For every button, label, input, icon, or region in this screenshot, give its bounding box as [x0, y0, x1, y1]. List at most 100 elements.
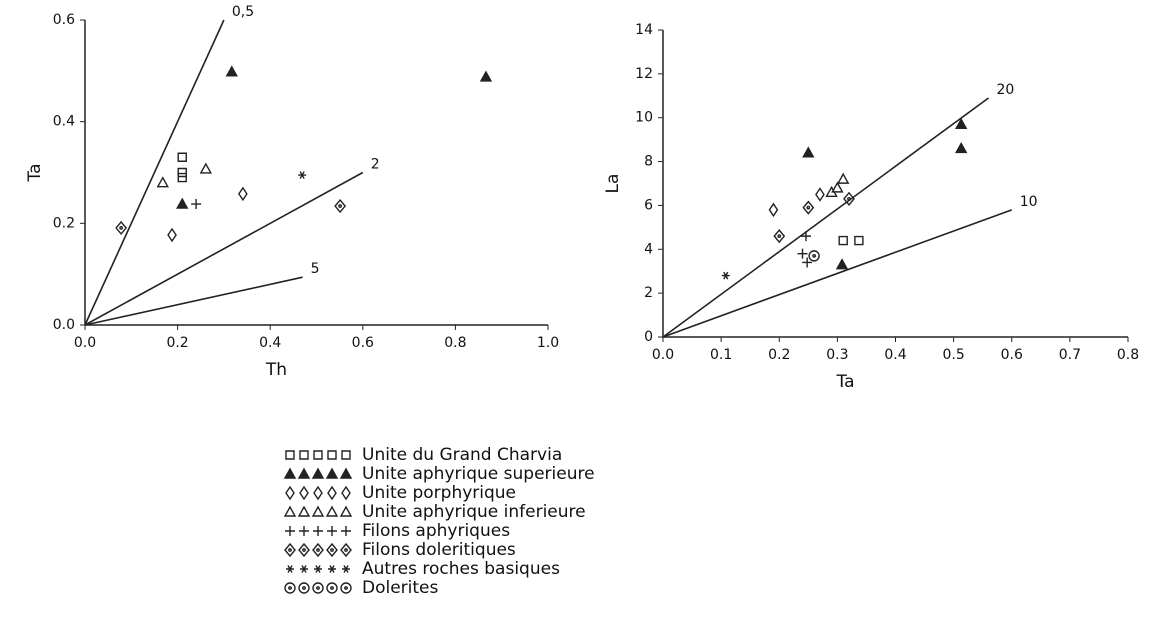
- legend-marker: [327, 485, 337, 501]
- legend-marker: [325, 467, 339, 479]
- y-tick-label: 0.0: [53, 317, 75, 333]
- legend-marker: [340, 582, 352, 594]
- legend-label: Unite aphyrique superieure: [362, 464, 595, 484]
- point: [721, 271, 730, 280]
- legend-marker: [298, 542, 310, 558]
- legend-marker: [341, 526, 351, 536]
- point: [167, 227, 177, 243]
- y-tick-label: 8: [644, 154, 653, 170]
- point: [334, 198, 347, 214]
- y-tick-label: 12: [635, 66, 653, 82]
- reference-line: [84, 276, 303, 326]
- point: [177, 172, 187, 183]
- legend-label: Unite du Grand Charvia: [362, 445, 562, 465]
- point: [800, 231, 811, 242]
- legend-marker: [313, 526, 323, 536]
- point: [836, 172, 850, 184]
- legend-marker: [312, 542, 324, 558]
- point: [238, 186, 248, 202]
- legend-label: Filons aphyriques: [362, 521, 510, 541]
- x-tick-label: 0.7: [1059, 347, 1081, 363]
- legend-marker: [284, 542, 296, 558]
- legend-marker: [299, 450, 309, 460]
- legend-marker: [328, 565, 336, 573]
- reference-line-label: 0,5: [232, 4, 254, 20]
- point: [176, 197, 189, 209]
- point: [815, 187, 825, 202]
- reference-line-label: 2: [371, 157, 380, 173]
- legend-marker: [285, 526, 295, 536]
- legend-marker: [313, 450, 323, 460]
- legend-marker: [313, 485, 323, 501]
- legend-marker: [286, 565, 294, 573]
- point: [954, 141, 968, 154]
- legend-marker: [326, 542, 338, 558]
- x-tick-label: 0.3: [826, 347, 848, 363]
- x-tick-label: 0.6: [1001, 347, 1023, 363]
- legend-marker: [339, 505, 353, 517]
- legend-marker: [311, 505, 325, 517]
- reference-line: [84, 19, 225, 326]
- point: [843, 191, 855, 206]
- x-tick-label: 0.2: [768, 347, 790, 363]
- reference-line: [662, 97, 989, 338]
- point: [115, 220, 128, 236]
- y-tick-label: 6: [644, 197, 653, 213]
- x-tick-label: 0.4: [259, 335, 281, 351]
- point: [225, 65, 238, 77]
- legend-label: Autres roches basiques: [362, 559, 560, 579]
- y-tick-label: 2: [644, 285, 653, 301]
- reference-line-label: 20: [997, 82, 1015, 98]
- x-tick-label: 1.0: [537, 335, 559, 351]
- legend-marker: [284, 582, 296, 594]
- y-tick-label: 0.4: [53, 114, 75, 130]
- y-tick-label: 10: [635, 110, 653, 126]
- y-axis-label: Ta: [25, 164, 45, 183]
- point: [479, 70, 493, 82]
- point: [838, 235, 848, 246]
- legend-label: Unite porphyrique: [362, 483, 516, 503]
- point: [954, 117, 968, 129]
- legend-marker: [297, 467, 311, 479]
- legend-marker: [300, 565, 308, 573]
- legend-marker: [283, 467, 297, 479]
- x-axis-label: Th: [265, 360, 287, 380]
- reference-line-label: 10: [1020, 194, 1038, 210]
- x-tick-label: 0.0: [652, 347, 674, 363]
- y-tick-label: 0.6: [53, 12, 75, 28]
- point: [191, 199, 202, 210]
- point: [773, 229, 786, 244]
- x-tick-label: 0.0: [74, 335, 96, 351]
- point: [797, 248, 808, 259]
- legend-marker: [311, 467, 325, 479]
- legend-marker: [341, 485, 351, 501]
- legend-marker: [314, 565, 322, 573]
- legend-marker: [326, 582, 338, 594]
- point: [298, 171, 307, 179]
- point: [199, 162, 213, 174]
- x-tick-label: 0.2: [166, 335, 188, 351]
- legend-marker: [325, 505, 339, 517]
- legend-label: Filons doleritiques: [362, 540, 516, 560]
- point: [854, 235, 864, 246]
- legend-marker: [339, 467, 353, 479]
- point: [835, 258, 849, 270]
- point: [802, 146, 815, 158]
- legend-marker: [299, 485, 309, 501]
- legend-marker: [342, 565, 350, 573]
- point: [177, 152, 187, 162]
- legend-marker: [327, 450, 337, 460]
- point: [768, 202, 779, 218]
- legend-label: Dolerites: [362, 578, 439, 598]
- legend-marker: [283, 505, 297, 517]
- legend-marker: [285, 450, 295, 460]
- point: [808, 250, 820, 262]
- legend-marker: [341, 450, 351, 460]
- x-tick-label: 0.5: [942, 347, 964, 363]
- point: [156, 176, 169, 188]
- y-tick-label: 14: [635, 22, 653, 38]
- legend-marker: [285, 485, 295, 501]
- x-tick-label: 0.8: [1117, 347, 1139, 363]
- point: [831, 181, 844, 193]
